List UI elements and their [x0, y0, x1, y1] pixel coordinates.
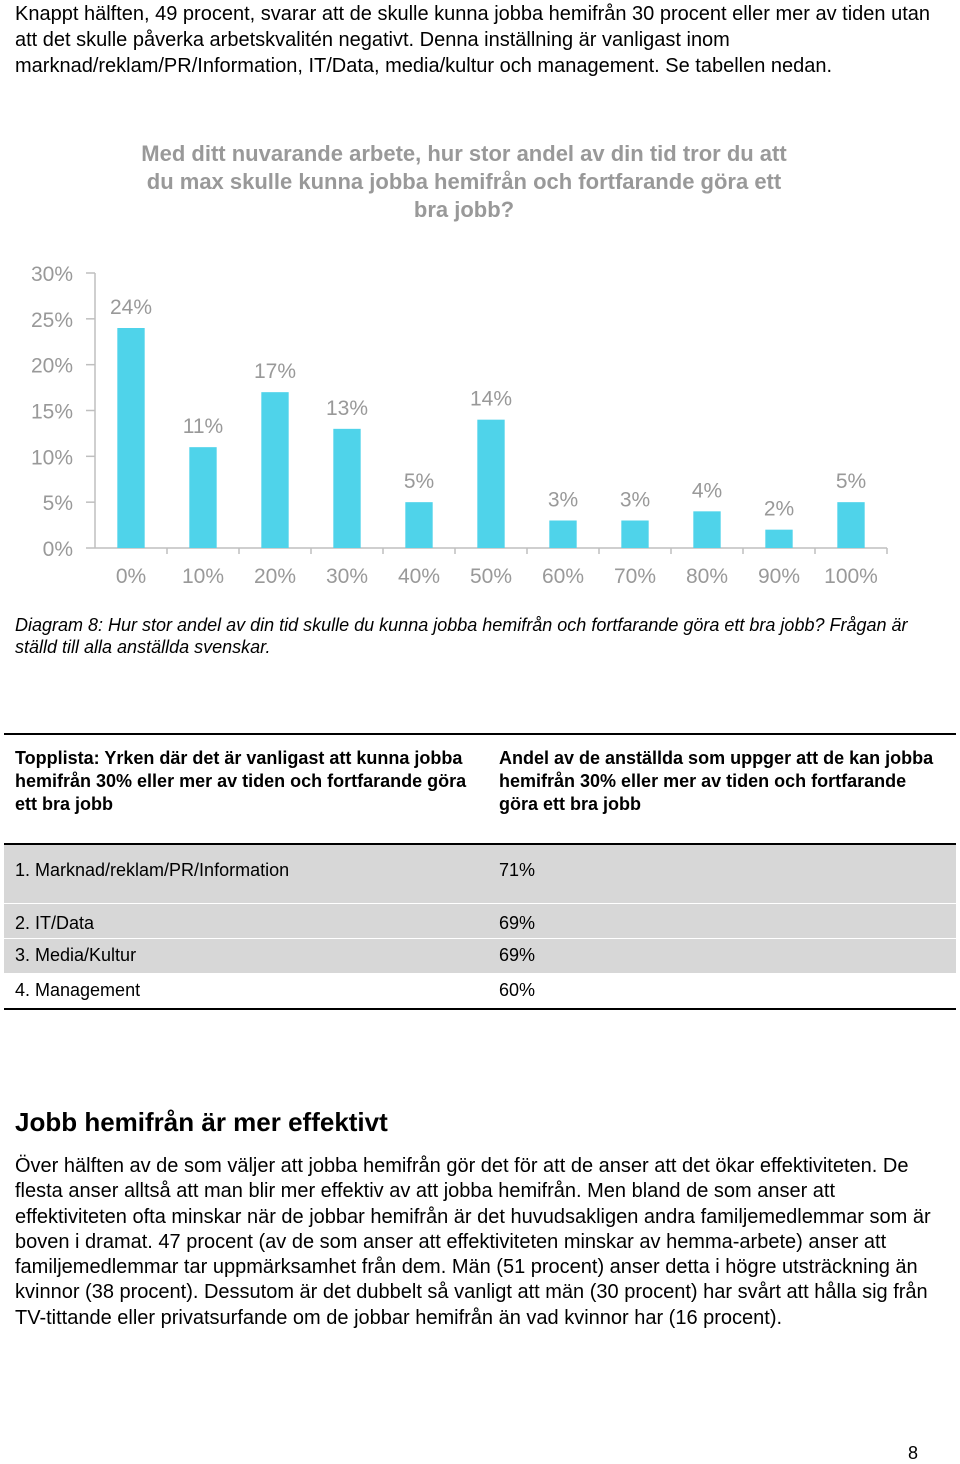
x-tick-label: 10%: [182, 565, 224, 588]
bar: [765, 529, 793, 548]
intro-paragraph: Knappt hälften, 49 procent, svarar att d…: [15, 3, 930, 77]
x-axis-labels: 0% 10% 20% 30% 40% 50% 60% 70% 80% 90% 100%: [116, 548, 888, 588]
y-tick-label: 10%: [31, 446, 73, 469]
x-tick-label: 60%: [542, 565, 584, 588]
x-tick-label: 80%: [686, 565, 728, 588]
page-number: 8: [908, 1443, 919, 1463]
row-name: 4. Management: [15, 980, 141, 1000]
row-value: 69%: [499, 913, 536, 933]
body-paragraph: Över hälften av de som väljer att jobba …: [15, 1155, 931, 1329]
x-tick-label: 50%: [470, 565, 512, 588]
bar: [837, 502, 865, 548]
y-tick-label: 15%: [31, 401, 73, 424]
bar-value-label: 2%: [764, 498, 794, 521]
chart-title: Med ditt nuvarande arbete, hur stor ande…: [141, 141, 787, 222]
bar-chart: Med ditt nuvarande arbete, hur stor ande…: [31, 141, 888, 588]
bar: [693, 511, 721, 548]
ranking-table: Topplista: Yrken där det är vanligast at…: [4, 733, 956, 1010]
table-row: 1. Marknad/reklam/PR/Information 71%: [4, 845, 956, 904]
x-tick-label: 30%: [326, 565, 368, 588]
x-tick-label: 90%: [758, 565, 800, 588]
y-axis-ticks: 0% 5% 10% 15% 20% 25% 30%: [31, 263, 95, 561]
bar-value-label: 14%: [470, 388, 512, 411]
value-labels: 24% 11% 17% 13% 5% 14% 3% 3% 4% 2% 5%: [110, 296, 866, 521]
chart-caption: Diagram 8: Hur stor andel av din tid sku…: [15, 615, 908, 657]
bar-value-label: 11%: [183, 415, 223, 438]
x-tick-label: 40%: [398, 565, 440, 588]
bar: [333, 428, 361, 548]
y-tick-label: 5%: [43, 492, 73, 515]
chart-title-line: du max skulle kunna jobba hemifrån och f…: [147, 169, 782, 194]
table-header: Topplista: Yrken där det är vanligast at…: [4, 733, 956, 845]
table-row: 3. Media/Kultur 69%: [4, 939, 956, 974]
row-value: 69%: [499, 945, 536, 965]
y-tick-label: 20%: [31, 355, 73, 378]
header-share: Andel av de anställda som uppger att de …: [499, 748, 934, 814]
table-row: 4. Management 60%: [4, 974, 956, 1010]
bar-value-label: 13%: [326, 397, 368, 420]
y-tick-label: 25%: [31, 309, 73, 332]
bar: [621, 520, 649, 548]
chart-title-line: bra jobb?: [414, 197, 514, 222]
bar: [405, 502, 433, 548]
bar: [117, 328, 145, 548]
bar-value-label: 4%: [692, 479, 722, 502]
section-heading: Jobb hemifrån är mer effektivt: [15, 1107, 388, 1137]
y-tick-label: 0%: [43, 538, 73, 561]
bar-value-label: 17%: [254, 360, 296, 383]
bar: [477, 419, 505, 548]
x-tick-label: 100%: [824, 565, 878, 588]
row-name: 1. Marknad/reklam/PR/Information: [15, 860, 290, 880]
bar-value-label: 3%: [548, 489, 578, 512]
row-value: 71%: [499, 860, 536, 880]
bar-value-label: 3%: [620, 489, 650, 512]
bar: [261, 392, 289, 548]
row-name: 2. IT/Data: [15, 913, 95, 933]
bar: [189, 447, 217, 548]
chart-title-line: Med ditt nuvarande arbete, hur stor ande…: [141, 141, 787, 166]
bar: [549, 520, 577, 548]
row-name: 3. Media/Kultur: [15, 945, 137, 965]
row-value: 60%: [499, 980, 536, 1000]
bar-value-label: 24%: [110, 296, 152, 319]
bar-value-label: 5%: [836, 470, 866, 493]
table-row: 2. IT/Data 69%: [4, 904, 956, 939]
x-tick-label: 20%: [254, 565, 296, 588]
y-tick-label: 30%: [31, 263, 73, 286]
header-occupation: Topplista: Yrken där det är vanligast at…: [15, 748, 467, 814]
x-tick-label: 0%: [116, 565, 146, 588]
bar-value-label: 5%: [404, 470, 434, 493]
bars: [117, 328, 865, 548]
x-tick-label: 70%: [614, 565, 656, 588]
